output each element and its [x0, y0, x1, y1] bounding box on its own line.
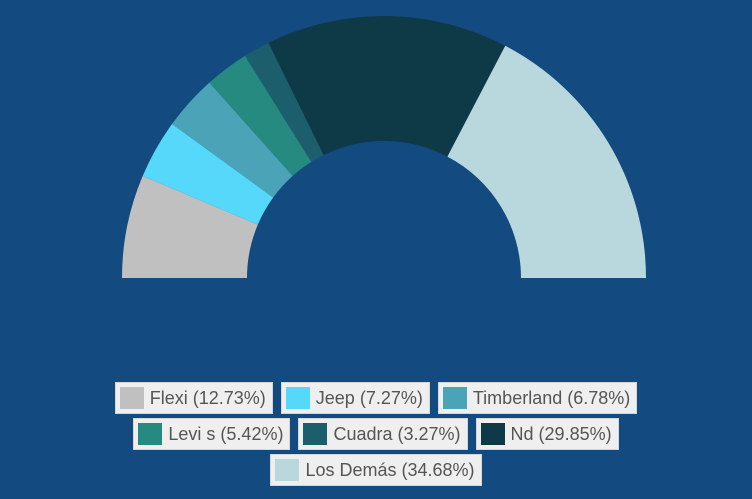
legend-row: Los Demás (34.68%) [0, 454, 752, 486]
legend-label: Timberland [472, 387, 563, 408]
legend-item: Cuadra (3.27%) [298, 418, 468, 450]
legend-swatch [275, 459, 300, 481]
legend-label: Cuadra [333, 423, 393, 444]
legend-swatch [138, 423, 163, 445]
legend-label: Levi s [168, 423, 216, 444]
legend-row: Flexi (12.73%) Jeep (7.27%) Timberland (6.78%… [0, 382, 752, 414]
legend-item: Los Demás (34.68%) [270, 454, 482, 486]
donut-segment [447, 45, 646, 278]
legend: Flexi (12.73%) Jeep (7.27%) Timberland (6.78%… [0, 382, 752, 490]
legend-row: Levi s (5.42%) Cuadra (3.27%) Nd (29.85%) [0, 418, 752, 450]
legend-value: (7.27%) [359, 387, 423, 408]
legend-swatch [480, 423, 505, 445]
legend-label: Flexi [149, 387, 188, 408]
legend-value: (3.27%) [397, 423, 461, 444]
donut-segment [268, 16, 506, 157]
legend-item: Levi s (5.42%) [133, 418, 291, 450]
donut-segment [172, 82, 293, 198]
legend-swatch [303, 423, 328, 445]
legend-item: Flexi (12.73%) [114, 382, 273, 414]
legend-item: Timberland (6.78%) [437, 382, 638, 414]
donut-segment [209, 55, 312, 176]
legend-item: Nd (29.85%) [475, 418, 619, 450]
chart [122, 16, 646, 278]
legend-value: (29.85%) [538, 423, 612, 444]
legend-label: Nd [510, 423, 534, 444]
legend-swatch [442, 387, 467, 409]
legend-value: (34.68%) [401, 459, 475, 480]
donut-segment [245, 42, 324, 162]
legend-swatch [119, 387, 144, 409]
legend-label: Jeep [315, 387, 355, 408]
donut-segment [122, 175, 258, 278]
legend-swatch [285, 387, 310, 409]
legend-item: Jeep (7.27%) [280, 382, 430, 414]
legend-label: Los Demás [305, 459, 397, 480]
legend-value: (12.73%) [192, 387, 266, 408]
donut-segment [142, 124, 274, 225]
legend-value: (6.78%) [567, 387, 631, 408]
legend-value: (5.42%) [220, 423, 284, 444]
